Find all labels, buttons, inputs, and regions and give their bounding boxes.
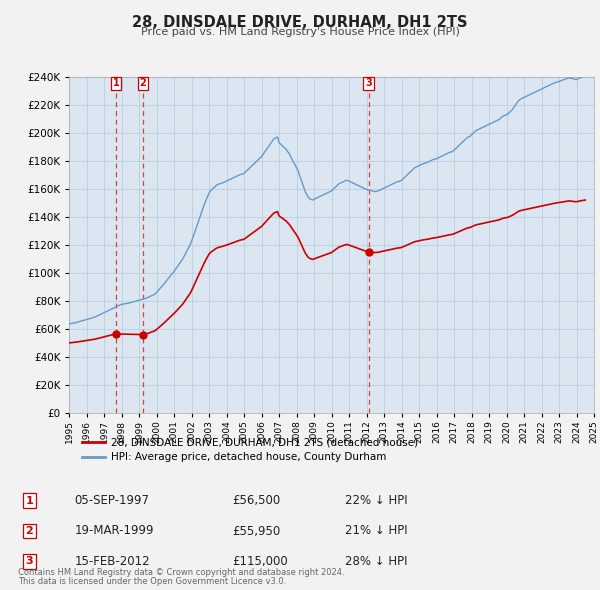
Text: 15-FEB-2012: 15-FEB-2012 bbox=[74, 555, 150, 568]
Text: 05-SEP-1997: 05-SEP-1997 bbox=[74, 494, 149, 507]
Text: Price paid vs. HM Land Registry's House Price Index (HPI): Price paid vs. HM Land Registry's House … bbox=[140, 27, 460, 37]
Text: Contains HM Land Registry data © Crown copyright and database right 2024.: Contains HM Land Registry data © Crown c… bbox=[18, 568, 344, 577]
Text: 3: 3 bbox=[25, 556, 33, 566]
Text: 21% ↓ HPI: 21% ↓ HPI bbox=[345, 525, 408, 537]
Text: 1: 1 bbox=[112, 78, 119, 88]
Text: 2: 2 bbox=[139, 78, 146, 88]
Text: £55,950: £55,950 bbox=[232, 525, 281, 537]
Text: 22% ↓ HPI: 22% ↓ HPI bbox=[345, 494, 408, 507]
Text: 1: 1 bbox=[25, 496, 33, 506]
Text: 28, DINSDALE DRIVE, DURHAM, DH1 2TS: 28, DINSDALE DRIVE, DURHAM, DH1 2TS bbox=[132, 15, 468, 30]
Text: £115,000: £115,000 bbox=[232, 555, 288, 568]
Text: £56,500: £56,500 bbox=[232, 494, 281, 507]
Text: 2: 2 bbox=[25, 526, 33, 536]
Text: 3: 3 bbox=[365, 78, 372, 88]
Text: 28% ↓ HPI: 28% ↓ HPI bbox=[345, 555, 407, 568]
Legend: 28, DINSDALE DRIVE, DURHAM, DH1 2TS (detached house), HPI: Average price, detach: 28, DINSDALE DRIVE, DURHAM, DH1 2TS (det… bbox=[78, 433, 422, 467]
Text: 19-MAR-1999: 19-MAR-1999 bbox=[74, 525, 154, 537]
Text: This data is licensed under the Open Government Licence v3.0.: This data is licensed under the Open Gov… bbox=[18, 578, 286, 586]
